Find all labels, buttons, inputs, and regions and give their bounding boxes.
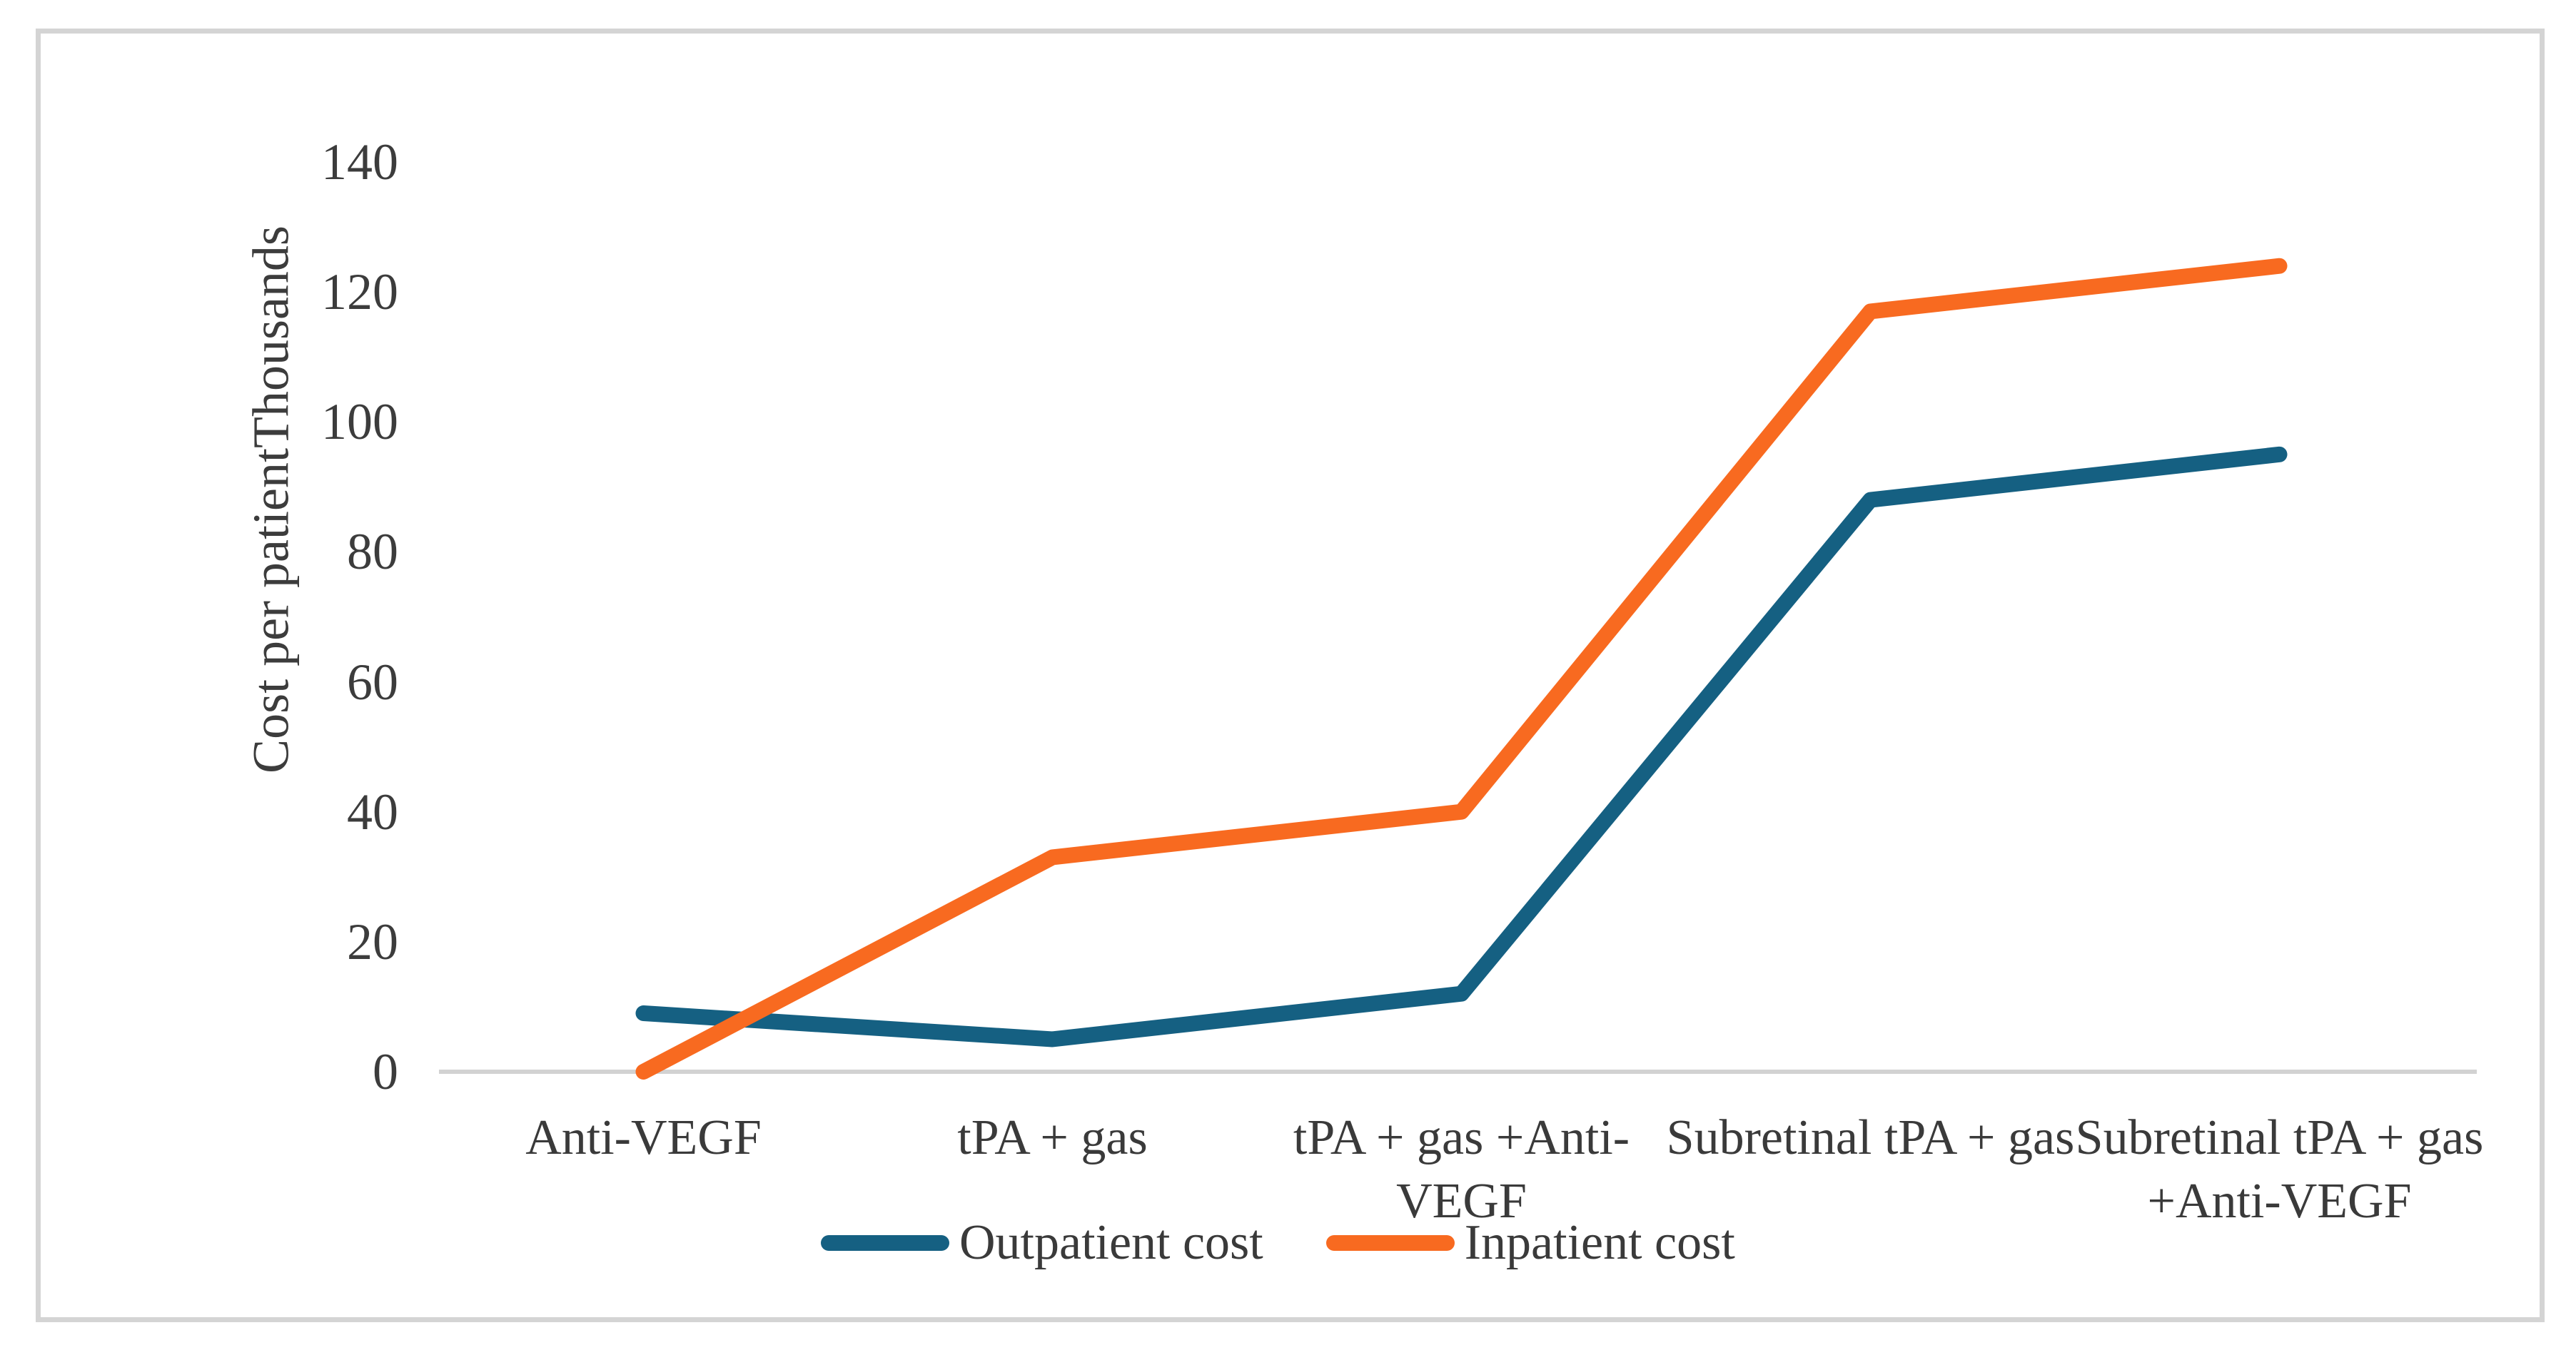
y-tick-label: 120 [321, 263, 398, 321]
x-category-label: tPA + gas [957, 1110, 1148, 1165]
x-category-label: Subretinal tPA + gas +Anti-VEGF [2075, 1110, 2484, 1229]
legend-swatch [1325, 1235, 1455, 1251]
series-line-inpatient-cost [635, 258, 2288, 1080]
legend: Outpatient cost Inpatient cost [821, 1213, 1735, 1273]
legend-label: Inpatient cost [1464, 1215, 1735, 1270]
legend-swatch [821, 1235, 949, 1251]
y-tick-label: 0 [373, 1043, 398, 1100]
y-tick-label: 40 [347, 783, 398, 841]
legend-item-inpatient-cost: Inpatient cost [1325, 1214, 1735, 1272]
y-tick-label: 140 [321, 133, 398, 191]
x-category-label: tPA + gas +Anti-VEGF [1293, 1110, 1630, 1229]
series-line-outpatient-cost [635, 446, 2288, 1047]
figure-border [36, 29, 2545, 1322]
y-tick-label: 80 [347, 523, 398, 581]
y-tick-label: 60 [347, 653, 398, 711]
x-category-label: Subretinal tPA + gas [1666, 1110, 2075, 1165]
y-tick-label: 20 [347, 913, 398, 970]
x-category-label: Anti-VEGF [525, 1110, 762, 1165]
legend-item-outpatient-cost: Outpatient cost [821, 1214, 1263, 1272]
legend-label: Outpatient cost [959, 1215, 1263, 1270]
y-axis-title-text: Cost per patient [242, 448, 300, 773]
y-tick-label: 100 [321, 393, 398, 451]
